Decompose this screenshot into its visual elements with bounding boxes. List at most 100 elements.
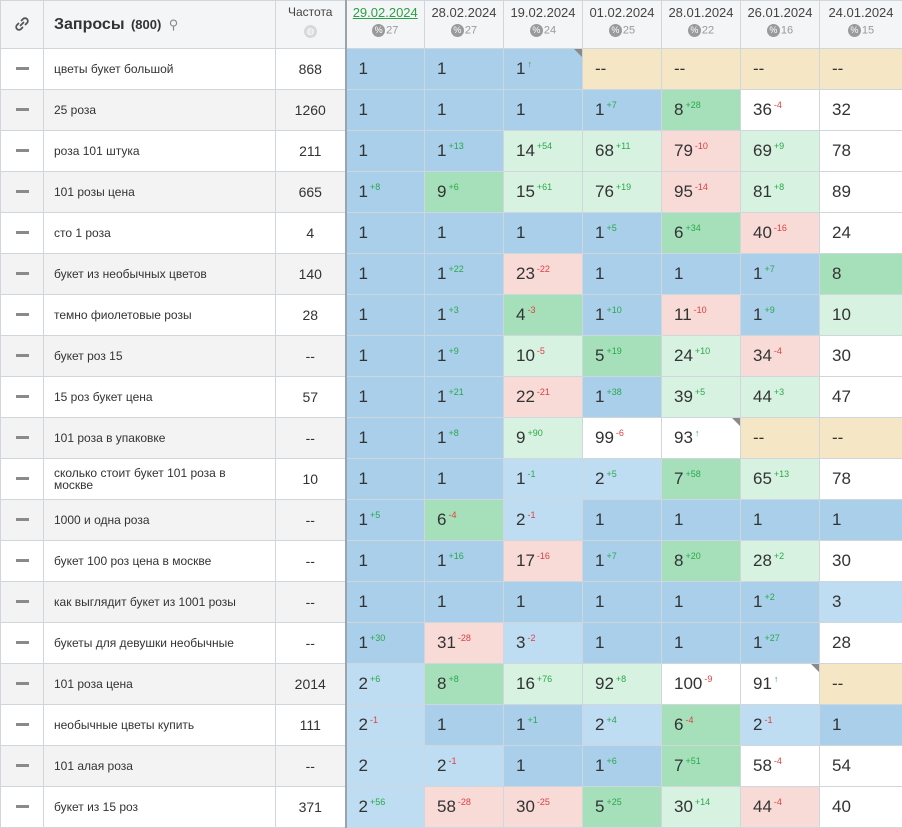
date-column-header[interactable]: 28.01.2024 %22 bbox=[662, 1, 741, 49]
position-cell[interactable]: 34-4 bbox=[741, 336, 820, 377]
position-cell[interactable]: 1 bbox=[820, 705, 902, 746]
minus-icon[interactable] bbox=[16, 231, 29, 234]
position-cell[interactable]: 1+27 bbox=[741, 623, 820, 664]
position-cell[interactable]: 47 bbox=[820, 377, 902, 418]
row-remove-cell[interactable] bbox=[1, 418, 44, 459]
position-cell[interactable]: 2-1 bbox=[425, 746, 504, 787]
position-cell[interactable]: 1 bbox=[662, 582, 741, 623]
row-remove-cell[interactable] bbox=[1, 49, 44, 90]
position-cell[interactable]: 44-4 bbox=[741, 787, 820, 828]
date-label[interactable]: 29.02.2024 bbox=[347, 5, 425, 21]
position-cell[interactable]: 36-4 bbox=[741, 90, 820, 131]
position-cell[interactable]: 2-1 bbox=[346, 705, 425, 746]
date-column-header[interactable]: 29.02.2024 %27 bbox=[346, 1, 425, 49]
position-cell[interactable]: 93↑ bbox=[662, 418, 741, 459]
position-cell[interactable]: -- bbox=[583, 49, 662, 90]
position-cell[interactable]: 8+20 bbox=[662, 541, 741, 582]
position-cell[interactable]: 1 bbox=[662, 500, 741, 541]
position-cell[interactable]: 1 bbox=[346, 49, 425, 90]
position-cell[interactable]: 2+6 bbox=[346, 664, 425, 705]
query-text[interactable]: как выглядит букет из 1001 розы bbox=[44, 582, 276, 623]
position-cell[interactable]: 1+2 bbox=[741, 582, 820, 623]
row-remove-cell[interactable] bbox=[1, 582, 44, 623]
position-cell[interactable]: -- bbox=[662, 49, 741, 90]
position-cell[interactable]: 17-16 bbox=[504, 541, 583, 582]
position-cell[interactable]: 1+13 bbox=[425, 131, 504, 172]
position-cell[interactable]: -- bbox=[741, 49, 820, 90]
row-remove-cell[interactable] bbox=[1, 787, 44, 828]
position-cell[interactable]: 1+38 bbox=[583, 377, 662, 418]
date-column-header[interactable]: 01.02.2024 %25 bbox=[583, 1, 662, 49]
query-text[interactable]: цветы букет большой bbox=[44, 49, 276, 90]
minus-icon[interactable] bbox=[16, 395, 29, 398]
position-cell[interactable]: 1+7 bbox=[583, 541, 662, 582]
row-remove-cell[interactable] bbox=[1, 746, 44, 787]
position-cell[interactable]: 30+14 bbox=[662, 787, 741, 828]
minus-icon[interactable] bbox=[16, 149, 29, 152]
position-cell[interactable]: 6-4 bbox=[662, 705, 741, 746]
search-icon[interactable]: ⚲ bbox=[169, 17, 179, 32]
position-cell[interactable]: 14+54 bbox=[504, 131, 583, 172]
position-cell[interactable]: 9+6 bbox=[425, 172, 504, 213]
position-cell[interactable]: 100-9 bbox=[662, 664, 741, 705]
minus-icon[interactable] bbox=[16, 682, 29, 685]
position-cell[interactable]: 1+22 bbox=[425, 254, 504, 295]
position-cell[interactable]: 68+11 bbox=[583, 131, 662, 172]
position-cell[interactable]: 4-3 bbox=[504, 295, 583, 336]
position-cell[interactable]: 1 bbox=[425, 705, 504, 746]
position-cell[interactable]: 24+10 bbox=[662, 336, 741, 377]
minus-icon[interactable] bbox=[16, 559, 29, 562]
position-cell[interactable]: 95-14 bbox=[662, 172, 741, 213]
position-cell[interactable]: 11-10 bbox=[662, 295, 741, 336]
position-cell[interactable]: 15+61 bbox=[504, 172, 583, 213]
query-text[interactable]: необычные цветы купить bbox=[44, 705, 276, 746]
position-cell[interactable]: 16+76 bbox=[504, 664, 583, 705]
row-remove-cell[interactable] bbox=[1, 213, 44, 254]
position-cell[interactable]: 1 bbox=[583, 582, 662, 623]
query-text[interactable]: букет из 15 роз bbox=[44, 787, 276, 828]
query-text[interactable]: 15 роз букет цена bbox=[44, 377, 276, 418]
query-text[interactable]: букет роз 15 bbox=[44, 336, 276, 377]
date-column-header[interactable]: 28.02.2024 %27 bbox=[425, 1, 504, 49]
minus-icon[interactable] bbox=[16, 108, 29, 111]
position-cell[interactable]: 10 bbox=[820, 295, 902, 336]
position-cell[interactable]: 5+25 bbox=[583, 787, 662, 828]
position-cell[interactable]: 1+3 bbox=[425, 295, 504, 336]
position-cell[interactable]: 1 bbox=[346, 254, 425, 295]
position-cell[interactable]: -- bbox=[820, 418, 902, 459]
query-text[interactable]: 25 роза bbox=[44, 90, 276, 131]
position-cell[interactable]: 1 bbox=[820, 500, 902, 541]
position-cell[interactable]: -- bbox=[820, 664, 902, 705]
query-text[interactable]: букет из необычных цветов bbox=[44, 254, 276, 295]
row-remove-cell[interactable] bbox=[1, 377, 44, 418]
query-text[interactable]: 101 алая роза bbox=[44, 746, 276, 787]
position-cell[interactable]: 1 bbox=[346, 377, 425, 418]
minus-icon[interactable] bbox=[16, 723, 29, 726]
query-text[interactable]: роза 101 штука bbox=[44, 131, 276, 172]
position-cell[interactable]: 1 bbox=[662, 254, 741, 295]
position-cell[interactable]: 91↑ bbox=[741, 664, 820, 705]
query-text[interactable]: 101 розы цена bbox=[44, 172, 276, 213]
query-text[interactable]: букеты для девушки необычные bbox=[44, 623, 276, 664]
position-cell[interactable]: 1 bbox=[346, 541, 425, 582]
position-cell[interactable]: 1+5 bbox=[346, 500, 425, 541]
position-cell[interactable]: 2+56 bbox=[346, 787, 425, 828]
row-remove-cell[interactable] bbox=[1, 500, 44, 541]
query-text[interactable]: 1000 и одна роза bbox=[44, 500, 276, 541]
position-cell[interactable]: 39+5 bbox=[662, 377, 741, 418]
row-remove-cell[interactable] bbox=[1, 131, 44, 172]
position-cell[interactable]: 58-4 bbox=[741, 746, 820, 787]
position-cell[interactable]: 2+4 bbox=[583, 705, 662, 746]
position-cell[interactable]: 1↑ bbox=[504, 49, 583, 90]
query-text[interactable]: сколько стоит букет 101 роза в москве bbox=[44, 459, 276, 500]
query-text[interactable]: сто 1 роза bbox=[44, 213, 276, 254]
position-cell[interactable]: 44+3 bbox=[741, 377, 820, 418]
position-cell[interactable]: 1 bbox=[425, 49, 504, 90]
position-cell[interactable]: 1 bbox=[346, 582, 425, 623]
position-cell[interactable]: 1 bbox=[504, 213, 583, 254]
position-cell[interactable]: 2-1 bbox=[504, 500, 583, 541]
position-cell[interactable]: 1+6 bbox=[583, 746, 662, 787]
position-cell[interactable]: 92+8 bbox=[583, 664, 662, 705]
minus-icon[interactable] bbox=[16, 805, 29, 808]
position-cell[interactable]: 1+8 bbox=[425, 418, 504, 459]
